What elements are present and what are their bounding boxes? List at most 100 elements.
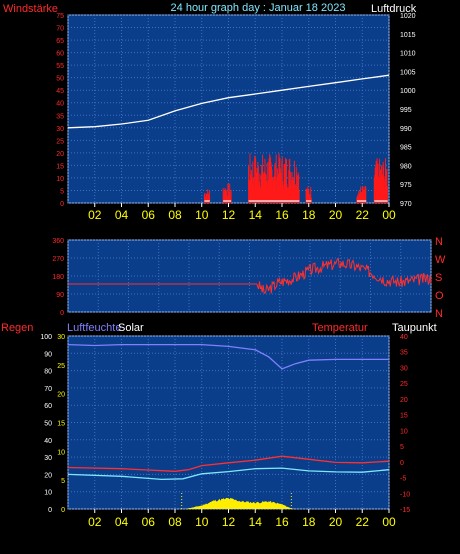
pressure-tick-label: 990 [400,126,412,133]
humidity-tick-label: 40 [44,438,52,445]
x-tick-label: 08 [168,208,182,222]
temperature-tick-label: 10 [400,428,408,435]
pressure-tick-label: 1005 [400,69,416,76]
compass-label: S [435,272,442,284]
humidity-line [67,343,389,370]
x-tick-label: 02 [88,515,102,529]
solar-axis-title: Solar [118,322,144,334]
humidity-tick-label: 20 [44,472,52,479]
x-tick-label: 22 [356,208,370,222]
x-tick-label: 04 [115,515,129,529]
dewpoint-axis-title: Taupunkt [392,322,437,334]
x-tick-label: 10 [195,515,209,529]
pressure-tick-label: 975 [400,182,412,189]
wind-tick-label: 40 [56,101,64,108]
solar-tick-label: 30 [57,334,65,341]
pressure-tick-label: 995 [400,107,412,114]
solar-tick-label: 25 [57,363,65,370]
humidity-tick-label: 90 [44,351,52,358]
humidity-tick-label: 80 [44,369,52,376]
x-tick-label: 12 [222,208,236,222]
pressure-axis-title: Luftdruck [371,3,417,15]
x-tick-label: 16 [275,515,289,529]
wind-tick-label: 75 [56,13,64,20]
wind-tick-label: 0 [60,201,64,208]
pressure-tick-label: 970 [400,201,412,208]
pressure-tick-label: 1010 [400,51,416,58]
solar-area [184,497,296,509]
pressure-tick-label: 1020 [400,13,416,20]
temperature-tick-label: 25 [400,381,408,388]
wind-tick-label: 35 [56,113,64,120]
pressure-tick-label: 1000 [400,88,416,95]
x-tick-label: 22 [356,515,370,529]
temperature-tick-label: 35 [400,350,408,357]
x-tick-label: 20 [329,515,343,529]
x-tick-label: 12 [222,515,236,529]
x-tick-label: 00 [382,515,396,529]
x-tick-label: 10 [195,208,209,222]
pressure-line [67,74,390,129]
wind-tick-label: 25 [56,138,64,145]
direction-tick-label: 270 [52,256,64,263]
x-tick-label: 02 [88,208,102,222]
direction-tick-label: 360 [52,238,64,245]
pressure-tick-label: 1015 [400,32,416,39]
humidity-tick-label: 60 [44,403,52,410]
x-tick-label: 06 [142,515,156,529]
x-tick-label: 14 [249,515,263,529]
wind-tick-label: 55 [56,63,64,70]
x-tick-label: 14 [249,208,263,222]
humidity-tick-label: 30 [44,455,52,462]
temperature-tick-label: 0 [400,460,404,467]
compass-label: O [435,290,444,302]
wind-tick-label: 65 [56,38,64,45]
pressure-tick-label: 980 [400,163,412,170]
solar-tick-label: 20 [57,392,65,399]
solar-tick-label: 15 [57,421,65,428]
wind-tick-label: 5 [60,188,64,195]
chart-title: 24 hour graph day : Januar 18 2023 [171,2,346,14]
solar-tick-label: 10 [57,449,65,456]
humidity-temperature-panel: 0102030405060708090100051015202530-15-10… [40,334,410,529]
temperature-tick-label: 30 [400,365,408,372]
rain-axis-title: Regen [1,322,33,334]
wind-axis-title: Windstärke [3,3,58,15]
temperature-tick-label: 40 [400,334,408,341]
x-tick-label: 18 [302,515,316,529]
temperature-line [67,455,390,472]
x-tick-label: 00 [382,208,396,222]
dewpoint-line [67,467,390,481]
humidity-tick-label: 100 [40,334,52,341]
direction-tick-label: 0 [60,310,64,317]
x-tick-label: 20 [329,208,343,222]
wind-tick-label: 60 [56,51,64,58]
wind-tick-label: 50 [56,76,64,83]
wind-tick-label: 70 [56,26,64,33]
direction-tick-label: 90 [56,292,64,299]
temperature-tick-label: -5 [400,476,406,483]
temperature-tick-label: 15 [400,413,408,420]
humidity-tick-label: 70 [44,386,52,393]
temperature-tick-label: -10 [400,491,410,498]
wind-tick-label: 45 [56,88,64,95]
x-tick-label: 04 [115,208,129,222]
x-tick-label: 18 [302,208,316,222]
humidity-axis-title: Luftfeuchte [67,322,121,334]
solar-tick-label: 0 [61,507,65,514]
temperature-axis-title: Temperatur [312,322,368,334]
wind-pressure-panel: 0510152025303540455055606570759709759809… [56,13,415,222]
humidity-tick-label: 0 [48,507,52,514]
temperature-tick-label: 5 [400,444,404,451]
solar-tick-label: 5 [61,478,65,485]
compass-label: N [435,308,443,320]
wind-tick-label: 30 [56,126,64,133]
temperature-tick-label: -15 [400,507,410,514]
humidity-tick-label: 10 [44,490,52,497]
x-tick-label: 08 [168,515,182,529]
direction-tick-label: 180 [52,274,64,281]
wind-tick-label: 10 [56,176,64,183]
compass-label: W [435,254,446,266]
